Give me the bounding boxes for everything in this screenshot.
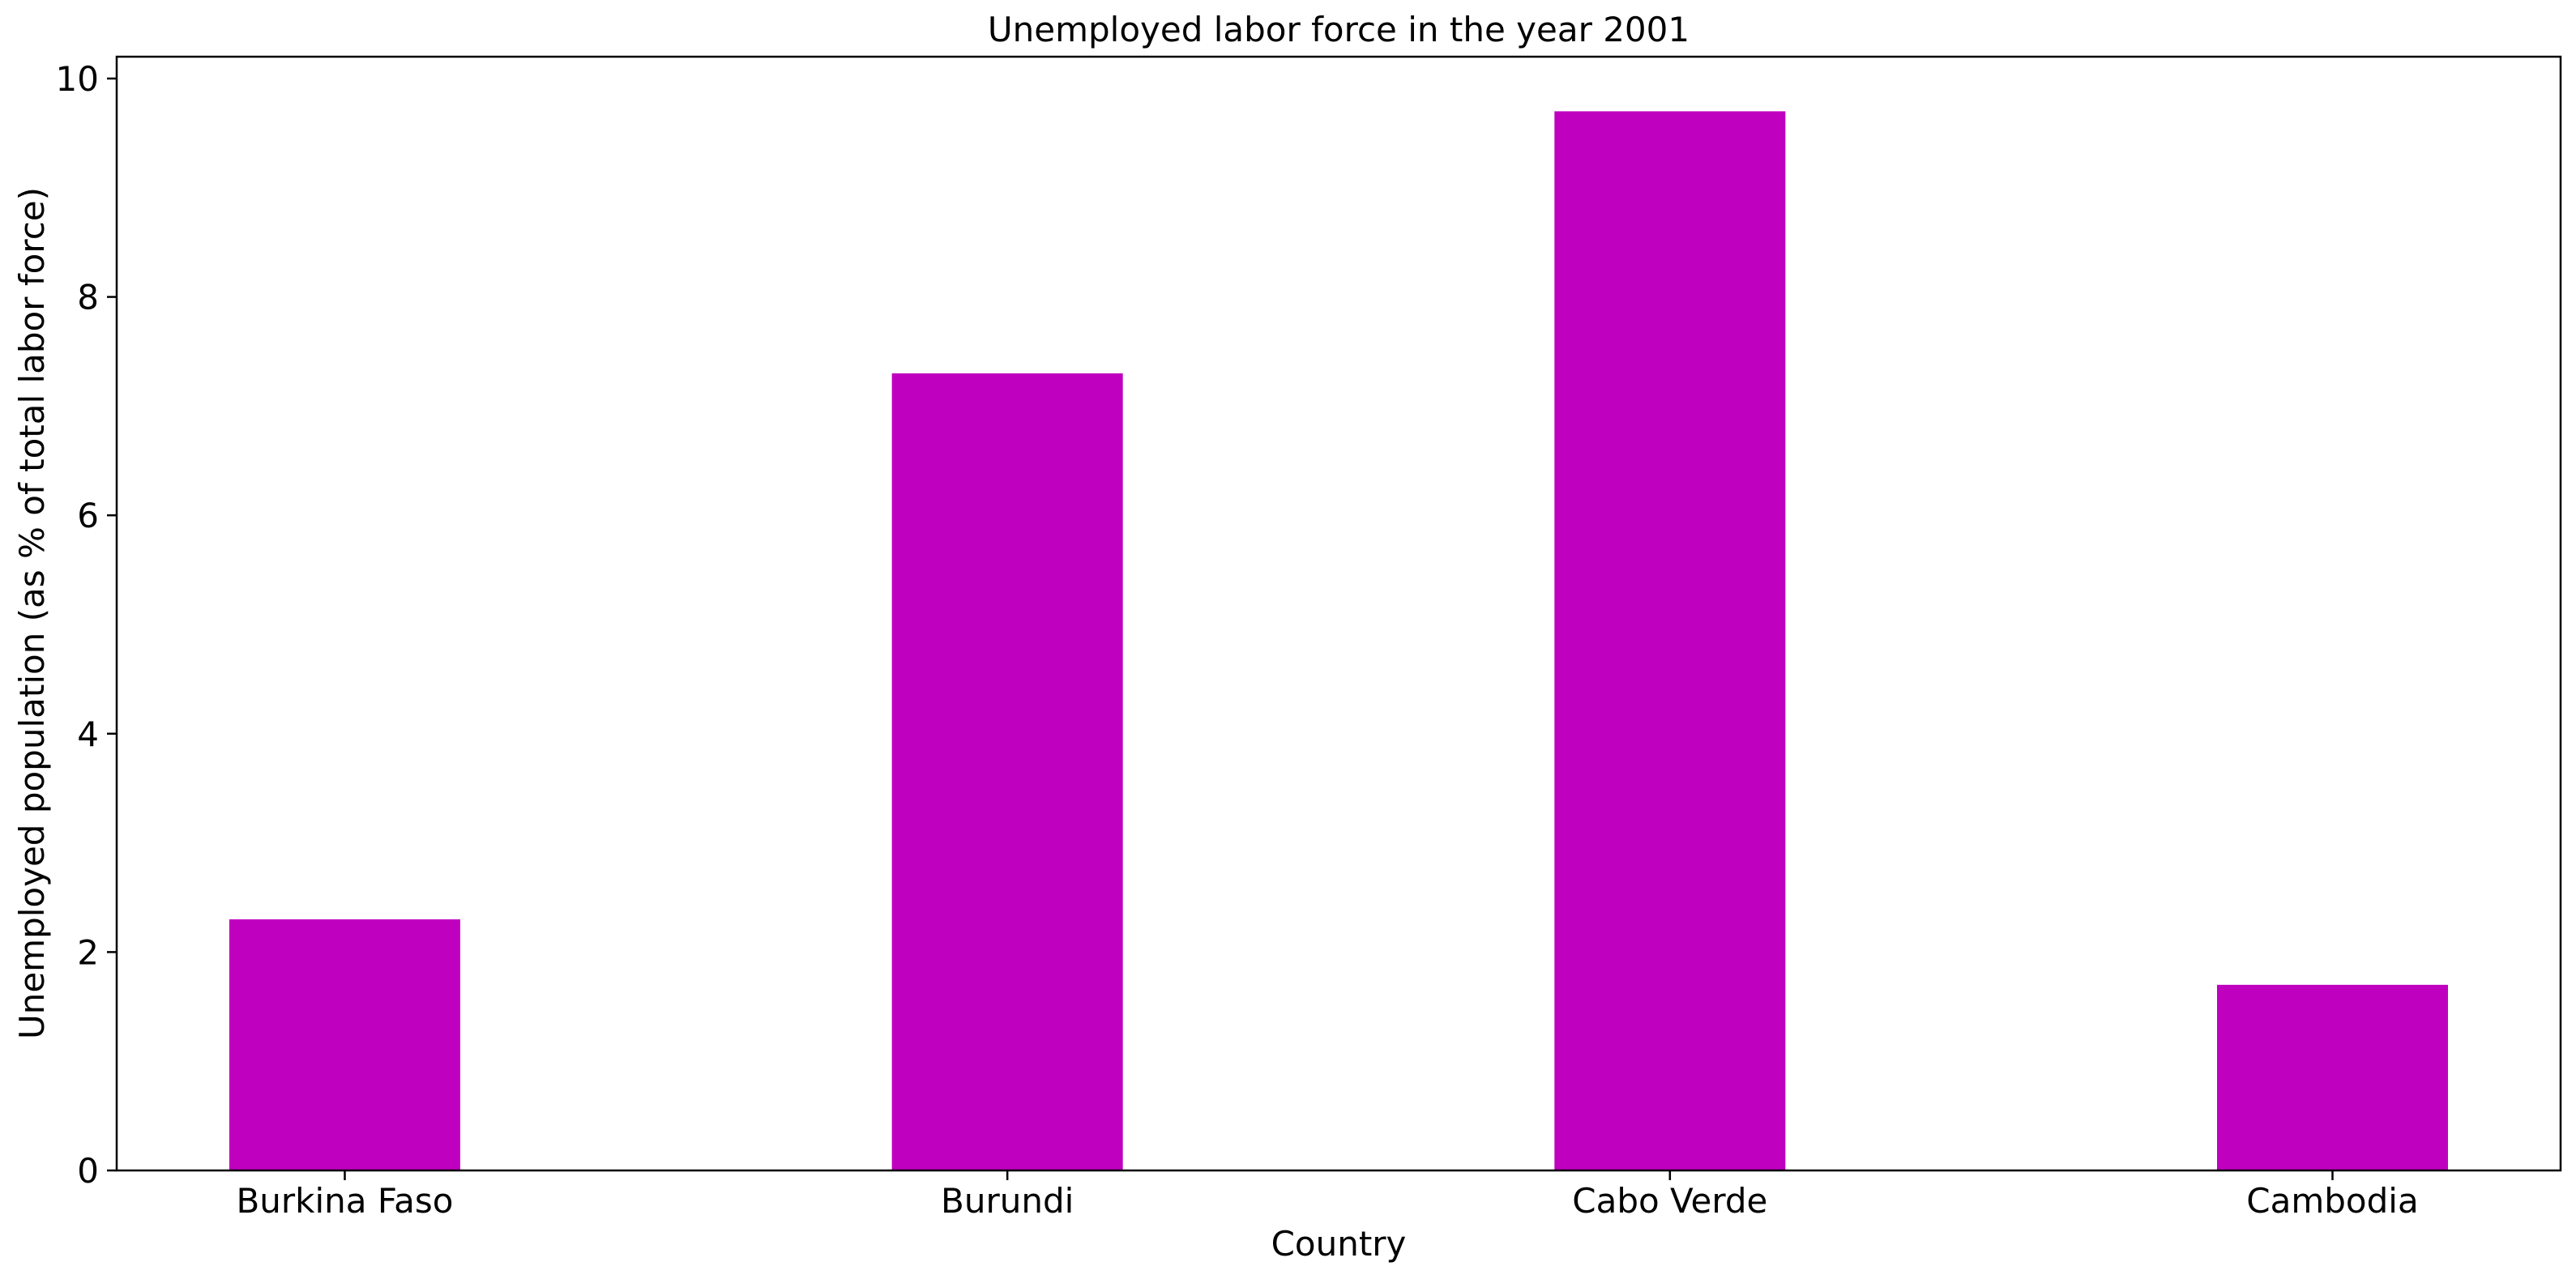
x-axis-ticks: Burkina Faso Burundi Cabo Verde Cambodia bbox=[236, 1170, 2419, 1221]
x-tick-label: Cabo Verde bbox=[1572, 1181, 1767, 1221]
bar-cabo-verde bbox=[1554, 111, 1786, 1170]
y-tick-label: 2 bbox=[77, 932, 99, 972]
bar-burkina-faso bbox=[229, 919, 460, 1170]
y-tick-label: 8 bbox=[77, 278, 99, 318]
x-axis-label: Country bbox=[1271, 1224, 1407, 1264]
chart-title: Unemployed labor force in the year 2001 bbox=[988, 10, 1690, 49]
y-tick-label: 10 bbox=[56, 59, 99, 99]
x-tick-label: Burkina Faso bbox=[236, 1181, 453, 1221]
y-axis-ticks: 0 2 4 6 8 10 bbox=[56, 59, 117, 1191]
bar-burundi bbox=[891, 373, 1123, 1170]
bar-cambodia bbox=[2217, 984, 2448, 1170]
y-tick-label: 4 bbox=[77, 714, 99, 754]
y-axis-label: Unemployed population (as % of total lab… bbox=[12, 187, 52, 1039]
y-tick-label: 6 bbox=[77, 496, 99, 535]
y-tick-label: 0 bbox=[77, 1151, 99, 1191]
plot-frame bbox=[115, 55, 2562, 1172]
x-tick-label: Cambodia bbox=[2246, 1181, 2418, 1221]
bars-group bbox=[229, 111, 2448, 1170]
x-tick-label: Burundi bbox=[941, 1181, 1074, 1221]
